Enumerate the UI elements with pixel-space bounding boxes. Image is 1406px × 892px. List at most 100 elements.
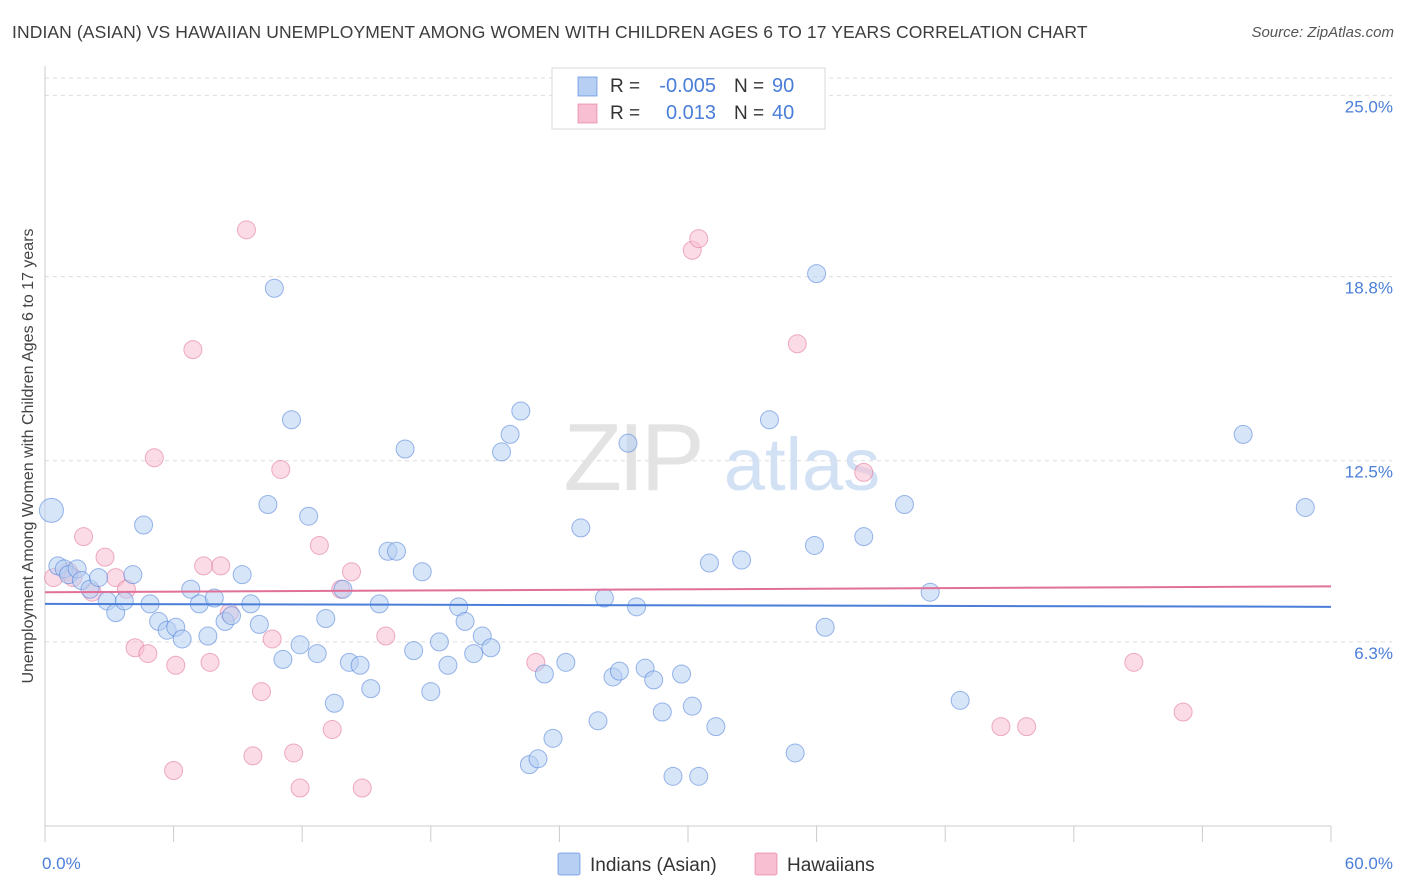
x-tick-label-max: 60.0% bbox=[1345, 854, 1393, 873]
y-tick-label: 12.5% bbox=[1345, 463, 1393, 482]
indians-asian-point bbox=[172, 629, 192, 649]
indians-asian-point bbox=[38, 497, 64, 523]
hawaiians-point bbox=[1124, 652, 1144, 672]
indians-asian-point bbox=[281, 410, 301, 430]
indians-asian-point bbox=[609, 661, 629, 681]
indians-asian-point bbox=[204, 588, 224, 608]
hawaiians-point bbox=[194, 556, 214, 576]
stats-n-label: N = bbox=[734, 103, 764, 124]
series-legend-swatch bbox=[754, 852, 778, 876]
indians-asian-point bbox=[181, 579, 201, 599]
y-axis-label-group: Unemployment Among Women with Children A… bbox=[20, 228, 37, 683]
hawaiians-point bbox=[376, 626, 396, 646]
indians-asian-point bbox=[421, 682, 441, 702]
indians-asian-point bbox=[258, 495, 278, 515]
indians-asian-point bbox=[759, 410, 779, 430]
indians-asian-point bbox=[920, 582, 940, 602]
hawaiians-point bbox=[854, 462, 874, 482]
indians-asian-point bbox=[689, 766, 709, 786]
hawaiians-point bbox=[164, 760, 184, 780]
indians-asian-point bbox=[198, 626, 218, 646]
indians-asian-point bbox=[455, 611, 475, 631]
indians-asian-point bbox=[699, 553, 719, 573]
hawaiians-point bbox=[341, 562, 361, 582]
indians-asian-point bbox=[588, 711, 608, 731]
hawaiians-point bbox=[236, 220, 256, 240]
indians-asian-point bbox=[1295, 497, 1315, 517]
stats-n-value: 90 bbox=[772, 75, 794, 97]
indians-asian-point bbox=[361, 679, 381, 699]
indians-asian-point bbox=[333, 579, 353, 599]
hawaiians-point bbox=[1017, 717, 1037, 737]
hawaiians-point bbox=[262, 629, 282, 649]
indians-asian-points bbox=[38, 264, 1315, 786]
hawaiians-point bbox=[1173, 702, 1193, 722]
hawaiians-point bbox=[144, 448, 164, 468]
y-tick-label: 25.0% bbox=[1345, 97, 1393, 116]
series-legend-label: Indians (Asian) bbox=[590, 855, 717, 876]
hawaiians-point bbox=[166, 655, 186, 675]
indians-asian-point bbox=[682, 696, 702, 716]
hawaiians-point bbox=[95, 547, 115, 567]
stats-r-label: R = bbox=[610, 76, 640, 97]
hawaiians-point bbox=[183, 340, 203, 360]
series-legend-label: Hawaiians bbox=[787, 855, 875, 876]
indians-asian-point bbox=[785, 743, 805, 763]
indians-asian-point bbox=[511, 401, 531, 421]
stats-n-label: N = bbox=[734, 76, 764, 97]
indians-asian-point bbox=[500, 424, 520, 444]
indians-asian-point bbox=[543, 728, 563, 748]
hawaiians-point bbox=[243, 746, 263, 766]
indians-asian-point bbox=[221, 606, 241, 626]
stats-legend: R = -0.005 N = 90 R = 0.013 N = 40 bbox=[551, 67, 826, 130]
indians-asian-trend-line bbox=[44, 602, 1332, 608]
indians-asian-point bbox=[395, 439, 415, 459]
indians-asian-point bbox=[290, 635, 310, 655]
y-tick-label: 18.8% bbox=[1345, 279, 1393, 298]
indians-asian-point bbox=[481, 638, 501, 658]
indians-asian-point bbox=[429, 632, 449, 652]
indians-asian-point bbox=[644, 670, 664, 690]
stats-r-label: R = bbox=[610, 103, 640, 124]
indians-asian-point bbox=[324, 693, 344, 713]
indians-asian-point bbox=[854, 527, 874, 547]
indians-asian-point bbox=[672, 664, 692, 684]
indians-asian-point bbox=[307, 644, 327, 664]
hawaiians-point bbox=[74, 527, 94, 547]
hawaiians-point bbox=[787, 334, 807, 354]
hawaiians-point bbox=[352, 778, 372, 798]
indians-asian-point bbox=[894, 495, 914, 515]
indians-asian-point bbox=[273, 649, 293, 669]
hawaiians-point bbox=[251, 682, 271, 702]
indians-asian-point bbox=[249, 614, 269, 634]
axes: 6.3% 12.5% 18.8% 25.0% 0.0% 60.0% bbox=[42, 66, 1393, 873]
indians-asian-point bbox=[706, 717, 726, 737]
series-legend-swatch bbox=[557, 852, 581, 876]
watermark: ZIP atlas bbox=[563, 404, 880, 511]
hawaiians-point bbox=[200, 652, 220, 672]
hawaiians-point bbox=[138, 644, 158, 664]
hawaiians-point bbox=[271, 459, 291, 479]
trend-lines bbox=[44, 585, 1332, 608]
indians-asian-point bbox=[123, 565, 143, 585]
indians-asian-point bbox=[134, 515, 154, 535]
indians-asian-point bbox=[804, 535, 824, 555]
indians-asian-point bbox=[652, 702, 672, 722]
indians-asian-point bbox=[316, 609, 336, 629]
indians-asian-point bbox=[464, 644, 484, 664]
indians-asian-point bbox=[950, 690, 970, 710]
stats-r-value: 0.013 bbox=[666, 102, 716, 124]
stats-n-value: 40 bbox=[772, 102, 794, 124]
indians-asian-point bbox=[534, 664, 554, 684]
indians-asian-point bbox=[350, 655, 370, 675]
watermark-zip: ZIP bbox=[563, 404, 700, 511]
indians-asian-point bbox=[299, 506, 319, 526]
hawaiians-point bbox=[284, 743, 304, 763]
stats-legend-swatch bbox=[577, 103, 598, 124]
indians-asian-point bbox=[1233, 424, 1253, 444]
indians-asian-point bbox=[404, 641, 424, 661]
grid-lines bbox=[45, 77, 1392, 643]
indians-asian-point bbox=[618, 433, 638, 453]
indians-asian-point bbox=[627, 597, 647, 617]
